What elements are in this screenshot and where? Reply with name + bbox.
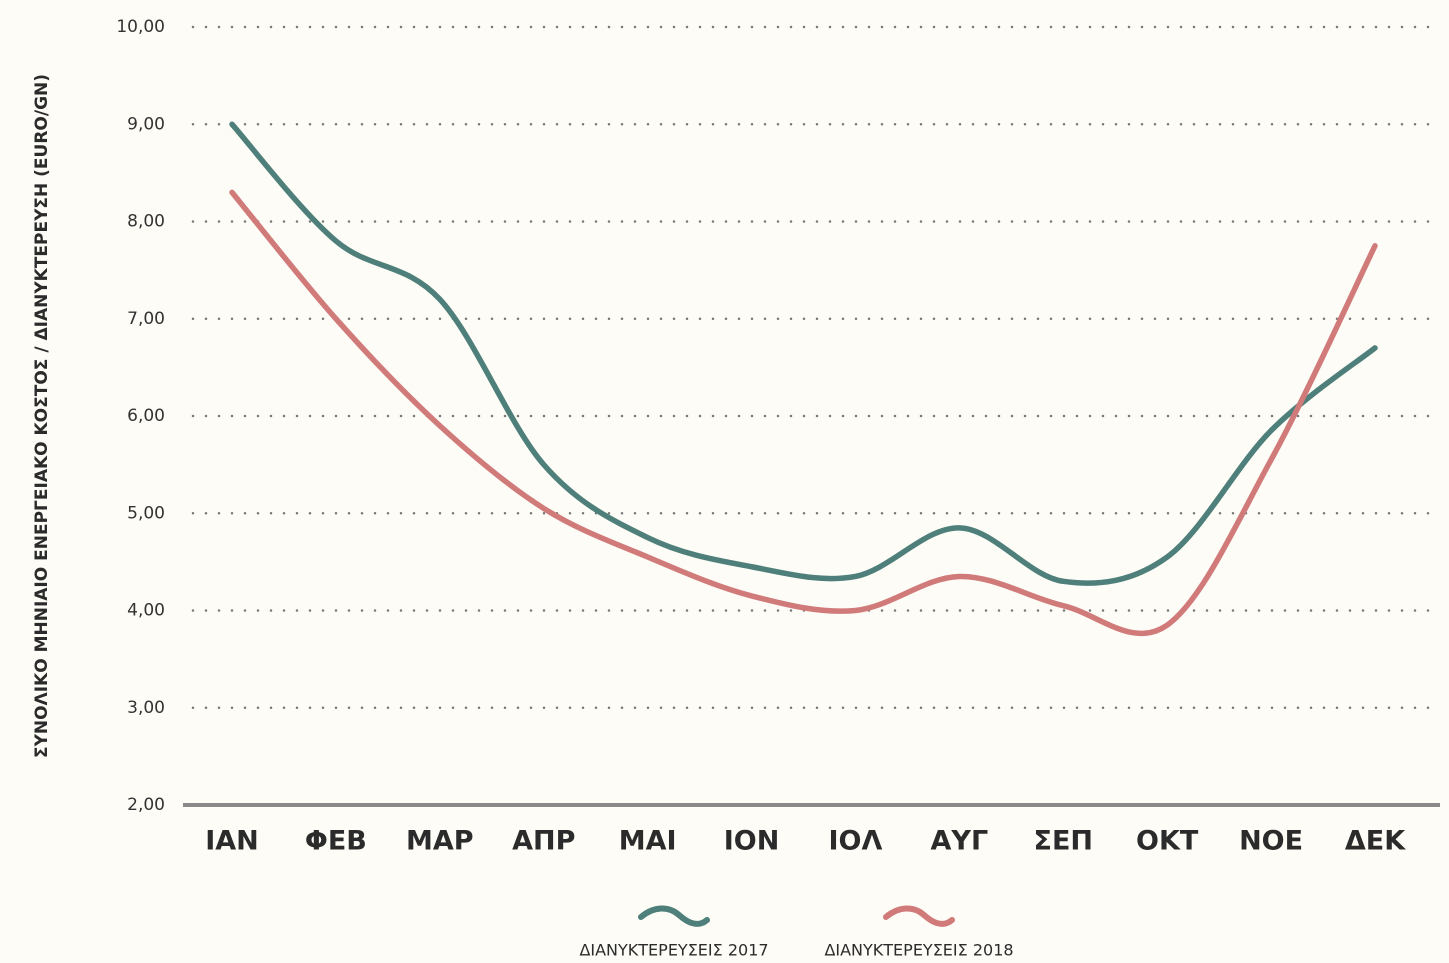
y-tick-label: 3,00 — [127, 698, 165, 718]
x-tick-label: ΜΑΙ — [619, 826, 677, 857]
x-tick-label: ΙΑΝ — [205, 826, 259, 857]
x-tick-label: ΔΕΚ — [1345, 826, 1406, 857]
x-tick-label: ΜΑΡ — [406, 826, 474, 857]
y-tick-label: 10,00 — [116, 17, 165, 37]
y-tick-label: 5,00 — [127, 503, 165, 523]
x-tick-label: ΝΟΕ — [1239, 826, 1303, 857]
y-tick-label: 7,00 — [127, 309, 165, 329]
y-axis-label: ΣΥΝΟΛΙΚΟ ΜΗΝΙΑΙΟ ΕΝΕΡΓΕΙΑΚΟ ΚΟΣΤΟΣ / ΔΙΑ… — [32, 74, 52, 758]
x-tick-label: ΙΟΝ — [724, 826, 780, 857]
series-line — [229, 189, 1378, 637]
x-tick-label: ΣΕΠ — [1034, 826, 1093, 857]
x-tick-label: ΦΕΒ — [305, 826, 367, 857]
legend-label: ΔΙΑΝΥΚΤΕΡΕΥΣΕΙΣ 2018 — [824, 941, 1013, 960]
y-tick-label: 4,00 — [127, 601, 165, 621]
legend-swatch — [638, 905, 710, 927]
legend-swatch — [883, 905, 955, 927]
x-tick-label: ΑΠΡ — [512, 826, 575, 857]
y-tick-label: 8,00 — [127, 212, 165, 232]
y-tick-label: 2,00 — [127, 795, 165, 815]
x-tick-label: ΙΟΛ — [829, 826, 883, 857]
series-line — [229, 121, 1378, 586]
y-tick-label: 9,00 — [127, 114, 165, 134]
y-tick-label: 6,00 — [127, 406, 165, 426]
legend-label: ΔΙΑΝΥΚΤΕΡΕΥΣΕΙΣ 2017 — [579, 941, 768, 960]
x-tick-label: ΟΚΤ — [1136, 826, 1199, 857]
x-tick-label: ΑΥΓ — [931, 826, 989, 857]
